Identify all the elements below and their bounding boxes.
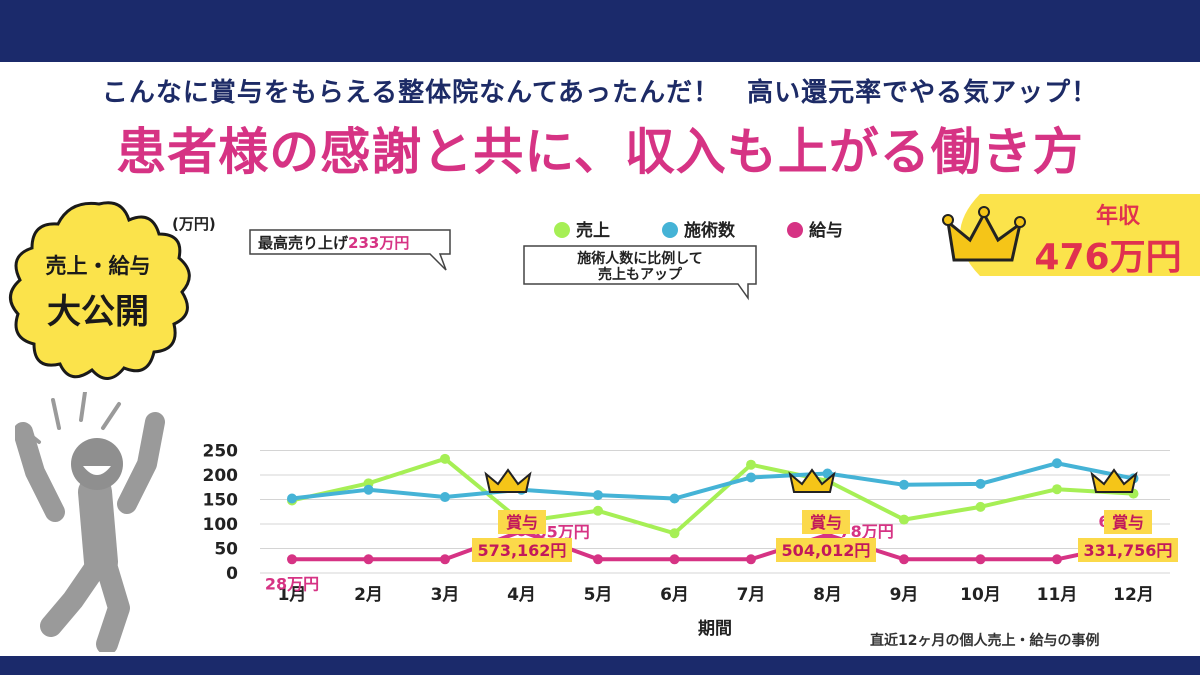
data-point <box>1052 554 1062 565</box>
x-tick-label: 1月 <box>278 585 307 605</box>
callout-text: 売上もアップ <box>598 266 683 283</box>
data-point <box>975 478 986 489</box>
data-point <box>593 554 603 565</box>
bonus-label: 賞与 <box>810 513 842 532</box>
data-point <box>899 479 909 490</box>
data-label: 28万円 <box>265 574 319 593</box>
y-tick-label: 50 <box>214 540 238 560</box>
x-tick-label: 6月 <box>660 585 689 605</box>
data-label: 85万円 <box>536 522 590 541</box>
bonus-label-bg <box>802 510 850 534</box>
data-point <box>593 505 603 516</box>
data-label: 78万円 <box>840 522 894 541</box>
x-tick-label: 12月 <box>1113 585 1154 605</box>
data-point <box>363 484 374 495</box>
data-point <box>669 528 680 539</box>
x-tick-label: 8月 <box>813 585 842 605</box>
page-subtitle: こんなに賞与をもらえる整体院なんてあったんだ！ 高い還元率でやる気アップ！ <box>101 78 1099 108</box>
annual-income-banner <box>942 194 1200 276</box>
legend-marker <box>787 222 803 238</box>
data-point <box>287 493 297 504</box>
callout-text: 最高売り上げ233万円 <box>258 234 409 252</box>
y-tick-label: 0 <box>226 564 238 584</box>
y-tick-label: 200 <box>203 466 239 486</box>
data-point <box>975 501 986 512</box>
y-tick-label: 250 <box>203 442 239 462</box>
bonus-label: 賞与 <box>506 513 538 532</box>
data-point <box>363 554 374 565</box>
data-point <box>899 514 909 525</box>
x-tick-label: 4月 <box>507 585 536 605</box>
callout-box <box>523 245 757 301</box>
x-tick-label: 9月 <box>890 585 919 605</box>
bonus-amount: 331,756円 <box>1084 541 1173 560</box>
legend-label: 売上 <box>576 220 610 241</box>
legend-marker <box>554 222 570 238</box>
x-tick-label: 10月 <box>960 585 1001 605</box>
data-point <box>822 468 833 479</box>
x-tick-label: 3月 <box>431 585 460 605</box>
annual-income-value: 476万円 <box>1034 237 1182 278</box>
data-point <box>746 459 756 470</box>
bonus-label: 賞与 <box>1112 513 1144 532</box>
data-point <box>669 493 680 504</box>
series-line <box>291 461 1134 501</box>
data-point <box>669 554 680 565</box>
callout-text: 施術人数に比例して <box>577 250 703 267</box>
legend-marker <box>662 222 678 238</box>
data-point <box>975 554 986 565</box>
cheering-person-icon <box>15 392 165 652</box>
bonus-label-bg <box>498 510 546 534</box>
x-tick-label: 2月 <box>354 585 383 605</box>
series-line <box>291 456 1134 536</box>
data-point <box>440 492 450 503</box>
x-axis-label: 期間 <box>698 619 732 639</box>
bonus-amount-bg <box>472 538 572 562</box>
series-line <box>292 529 1134 562</box>
y-tick-label: 100 <box>203 515 239 535</box>
data-point <box>746 554 756 565</box>
data-point <box>440 453 450 464</box>
y-axis-label: (万円) <box>172 215 216 233</box>
crown-icon <box>788 468 836 493</box>
annual-income-label: 年収 <box>1095 204 1140 229</box>
x-tick-label: 11月 <box>1037 585 1078 605</box>
y-tick-label: 150 <box>203 491 239 511</box>
data-point <box>593 490 603 501</box>
legend-label: 給与 <box>809 220 843 241</box>
page-title: 患者様の感謝と共に、収入も上がる働き方 <box>116 123 1084 181</box>
data-point <box>1052 484 1062 495</box>
crown-icon <box>484 468 532 493</box>
data-point <box>287 554 297 565</box>
bonus-amount: 504,012円 <box>782 541 871 560</box>
legend-label: 施術数 <box>684 220 736 241</box>
badge-line2: 大公開 <box>47 292 149 332</box>
bonus-amount-bg <box>776 538 876 562</box>
crown-icon <box>942 206 1026 262</box>
bonus-amount-bg <box>1078 538 1178 562</box>
data-point <box>899 554 909 565</box>
crown-icon <box>1090 468 1138 493</box>
data-point <box>746 472 756 483</box>
data-point <box>440 554 450 565</box>
x-tick-label: 5月 <box>584 585 613 605</box>
bonus-amount: 573,162円 <box>478 541 567 560</box>
x-tick-label: 7月 <box>737 585 766 605</box>
bottom-banner-bar <box>0 656 1200 675</box>
callout-box <box>249 229 451 271</box>
badge-line1: 売上・給与 <box>45 254 151 278</box>
top-banner-bar <box>0 0 1200 62</box>
data-point <box>1052 458 1062 469</box>
footer-note: 直近12ヶ月の個人売上・給与の事例 <box>870 633 1100 649</box>
bonus-label-bg <box>1104 510 1152 534</box>
burst-badge <box>9 201 191 380</box>
